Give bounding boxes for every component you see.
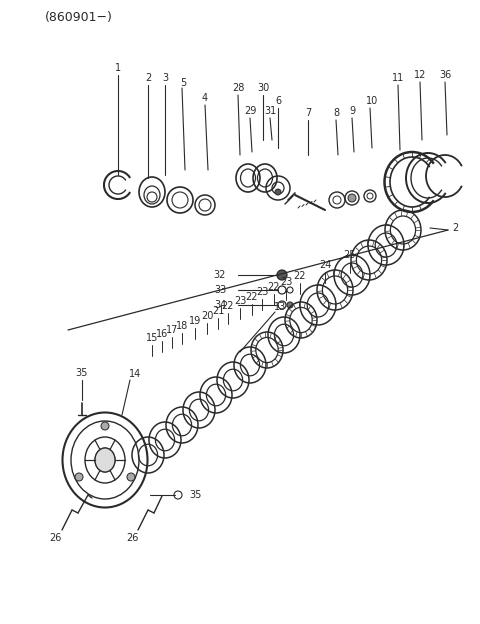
- Text: 22: 22: [246, 292, 258, 302]
- Text: 25: 25: [344, 250, 356, 260]
- Text: 18: 18: [176, 321, 188, 331]
- Text: 17: 17: [166, 325, 178, 335]
- Text: 8: 8: [333, 108, 339, 118]
- Text: 22: 22: [222, 301, 234, 311]
- Text: 2: 2: [452, 223, 458, 233]
- Text: 13: 13: [274, 302, 286, 312]
- Text: 33: 33: [214, 285, 226, 295]
- Text: 32: 32: [214, 270, 226, 280]
- Circle shape: [127, 473, 135, 481]
- Text: 26: 26: [49, 533, 61, 543]
- Text: 35: 35: [190, 490, 202, 500]
- Text: (860901−): (860901−): [45, 11, 113, 24]
- Text: 26: 26: [126, 533, 138, 543]
- Text: 24: 24: [319, 260, 331, 270]
- Circle shape: [287, 302, 293, 308]
- Text: 20: 20: [201, 311, 213, 321]
- Text: 1: 1: [115, 63, 121, 73]
- Text: 31: 31: [264, 106, 276, 116]
- Text: 23: 23: [280, 277, 292, 287]
- Text: 9: 9: [349, 106, 355, 116]
- Text: 28: 28: [232, 83, 244, 93]
- Text: 2: 2: [145, 73, 151, 83]
- Text: 16: 16: [156, 329, 168, 339]
- Text: 22: 22: [294, 271, 306, 281]
- Circle shape: [275, 189, 281, 195]
- Text: 10: 10: [366, 96, 378, 106]
- Circle shape: [101, 422, 109, 430]
- Ellipse shape: [95, 448, 115, 472]
- Text: 30: 30: [257, 83, 269, 93]
- Text: 15: 15: [146, 333, 158, 343]
- Circle shape: [348, 194, 356, 202]
- Text: 19: 19: [189, 316, 201, 326]
- Text: 12: 12: [414, 70, 426, 80]
- Text: 14: 14: [129, 369, 141, 379]
- Text: 6: 6: [275, 96, 281, 106]
- Text: 11: 11: [392, 73, 404, 83]
- Circle shape: [277, 270, 287, 280]
- Text: 29: 29: [244, 106, 256, 116]
- Text: 5: 5: [180, 78, 186, 88]
- Text: 3: 3: [162, 73, 168, 83]
- Text: 21: 21: [212, 306, 224, 316]
- Text: 22: 22: [268, 282, 280, 292]
- Text: 34: 34: [214, 300, 226, 310]
- Text: 4: 4: [202, 93, 208, 103]
- Text: 35: 35: [76, 368, 88, 378]
- Circle shape: [75, 473, 83, 481]
- Text: 36: 36: [439, 70, 451, 80]
- Text: 23: 23: [234, 296, 246, 306]
- Text: 7: 7: [305, 108, 311, 118]
- Text: 23: 23: [256, 287, 268, 297]
